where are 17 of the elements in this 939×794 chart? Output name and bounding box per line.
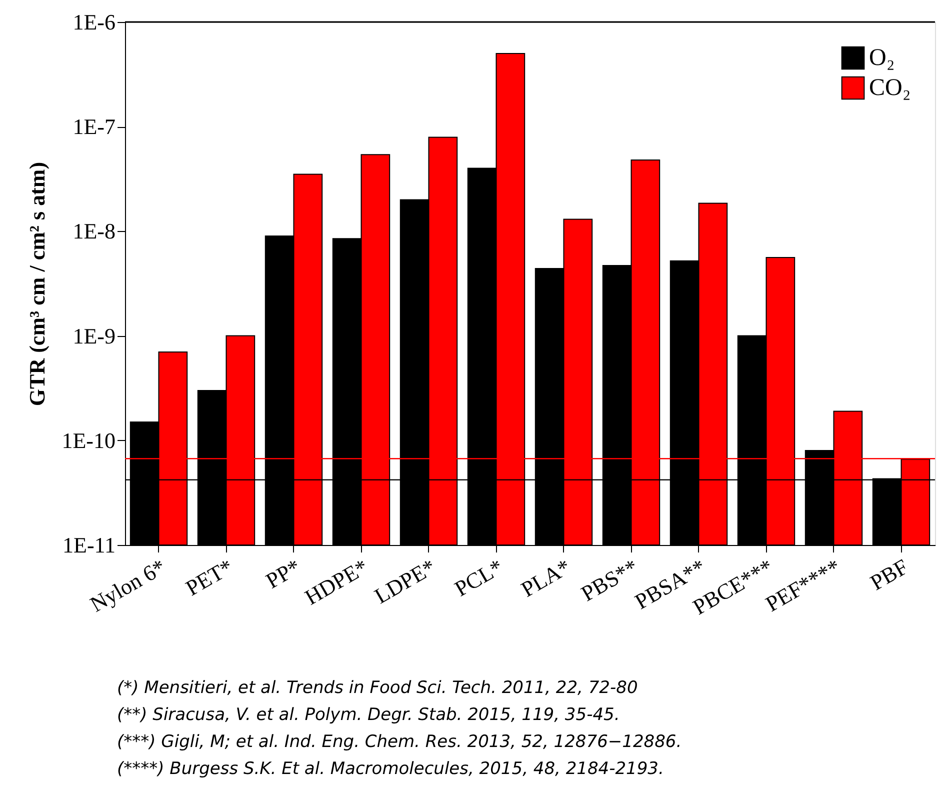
y-tick-label: 1E-10 [62, 428, 116, 453]
y-tick-label: 1E-9 [72, 323, 116, 348]
x-tick-label: PLA* [516, 554, 575, 602]
x-tick-label: PP* [262, 554, 305, 594]
x-tick-label: PBF [866, 554, 912, 596]
x-tick-label: PET* [181, 554, 238, 601]
legend-label: O₂ [869, 45, 895, 71]
x-tick-label: PCL* [450, 554, 508, 602]
legend-label: CO₂ [869, 75, 911, 101]
text: (****) Burgess S.K. Et al. Macromolecules, 2015, 48, 2184-2193. [117, 759, 664, 779]
y-tick-label: 1E-6 [72, 10, 116, 34]
text: (***) Gigli, M; et al. Ind. Eng. Chem. Res. 2013, 52, 12876−12886. [117, 732, 682, 752]
y-tick-label: 1E-7 [72, 114, 116, 140]
y-axis-title: GTR (cm³ cm / cm² s atm) [24, 162, 50, 406]
y-tick-label: 1E-8 [72, 218, 116, 244]
text: (*) Mensitieri, et al. Trends in Food Sci. Tech. 2011, 22, 72-80 [117, 678, 638, 698]
text: (**) Siracusa, V. et al. Polym. Degr. Stab. 2015, 119, 35-45. [117, 705, 620, 725]
